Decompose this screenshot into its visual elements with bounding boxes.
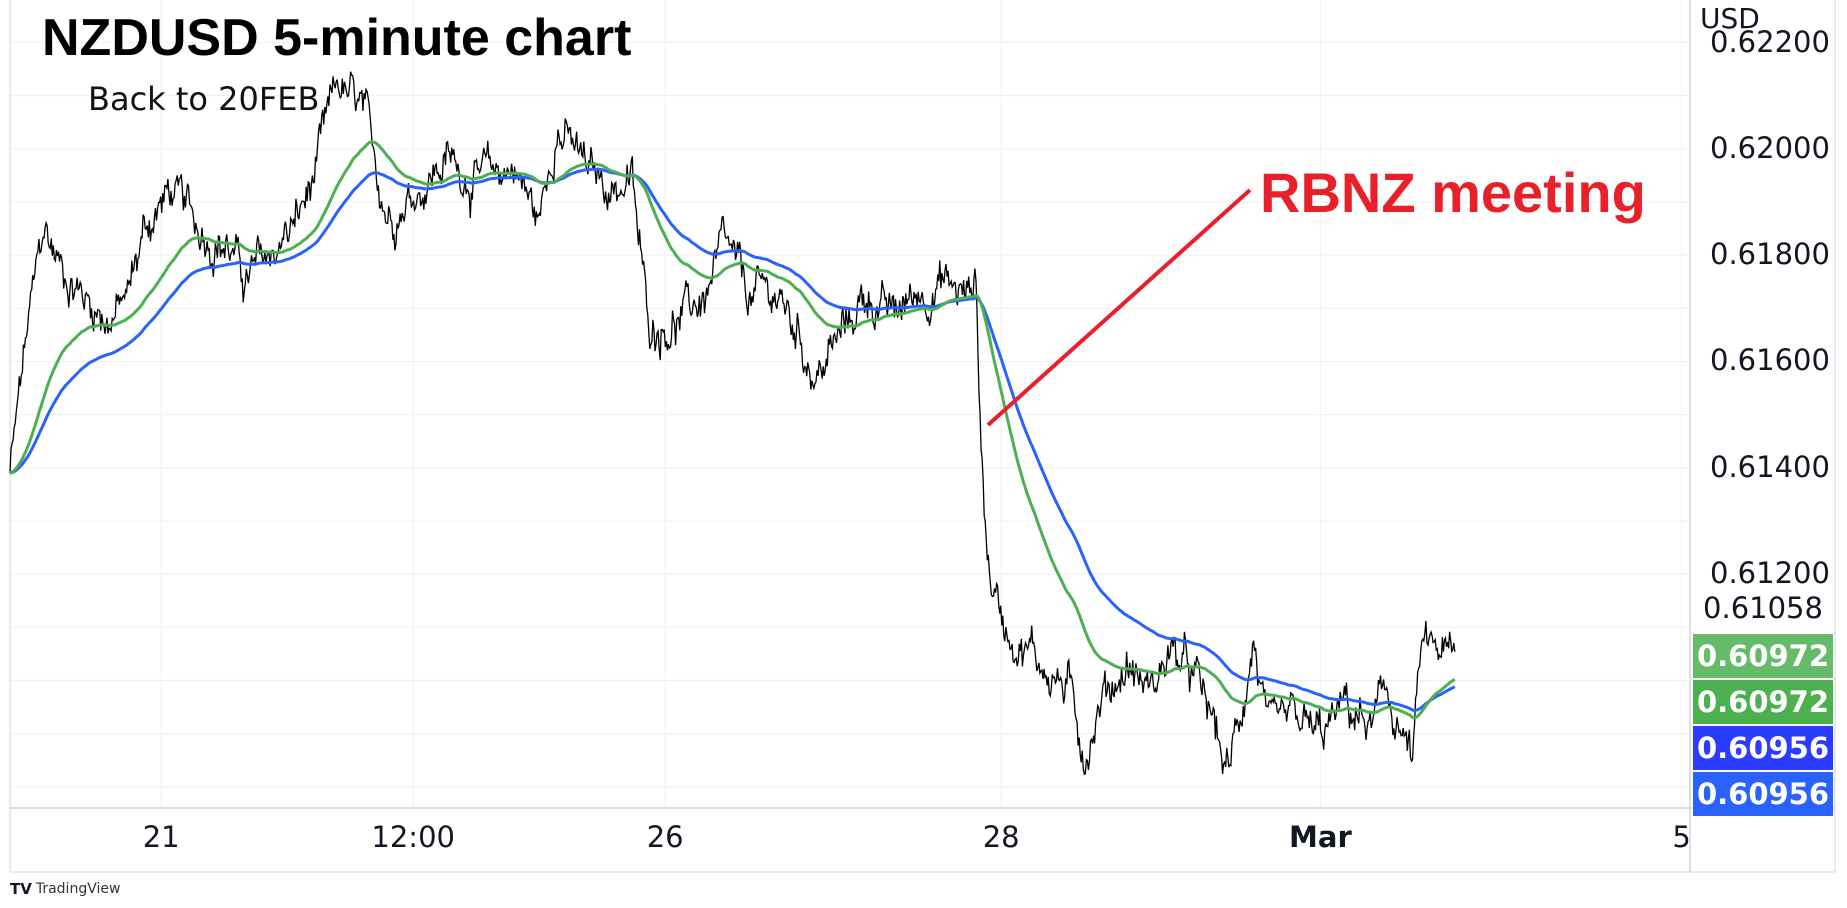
x-tick-label: 21 (142, 820, 180, 854)
chart-axes (9, 0, 1836, 873)
annotation-arrow (986, 188, 1252, 427)
y-tick-label: 0.61400 (1710, 449, 1830, 484)
y-tick-label: 0.62000 (1710, 130, 1830, 165)
chart-subtitle: Back to 20FEB (88, 80, 320, 118)
x-tick-label: 28 (982, 820, 1020, 854)
chart-grid (10, 0, 1690, 808)
ma-green-line (9, 140, 1456, 720)
ma-blue-line (9, 167, 1456, 713)
y-tick-label: 0.61600 (1710, 343, 1830, 378)
last-value-label: 0.60956 (1693, 726, 1833, 770)
y-tick-label: 0.62200 (1710, 24, 1830, 59)
x-tick-label: 5 (1672, 820, 1691, 854)
price-line-group (9, 71, 1456, 776)
last-value-label: 0.60972 (1693, 634, 1833, 678)
x-tick-label: 26 (646, 820, 684, 854)
tradingview-brand[interactable]: TV TradingView (10, 880, 120, 898)
currency-label: USD (1700, 2, 1760, 35)
tradingview-brand-text: TradingView (35, 881, 121, 897)
last-value-label: 0.61058 (1693, 588, 1833, 628)
price-line (9, 71, 1456, 776)
x-tick-label: 12:00 (371, 820, 455, 854)
annotation-label: RBNZ meeting (1260, 161, 1646, 224)
annotation-arrow-group (986, 188, 1252, 427)
last-value-label: 0.60956 (1693, 772, 1833, 816)
tradingview-logo-icon: TV (10, 880, 32, 898)
x-tick-label: Mar (1289, 820, 1352, 854)
moving-average-group (9, 140, 1456, 720)
y-tick-label: 0.61800 (1710, 237, 1830, 272)
y-tick-label: 0.61200 (1710, 556, 1830, 591)
chart-title: NZDUSD 5-minute chart (42, 9, 632, 67)
last-value-label: 0.60972 (1693, 680, 1833, 724)
